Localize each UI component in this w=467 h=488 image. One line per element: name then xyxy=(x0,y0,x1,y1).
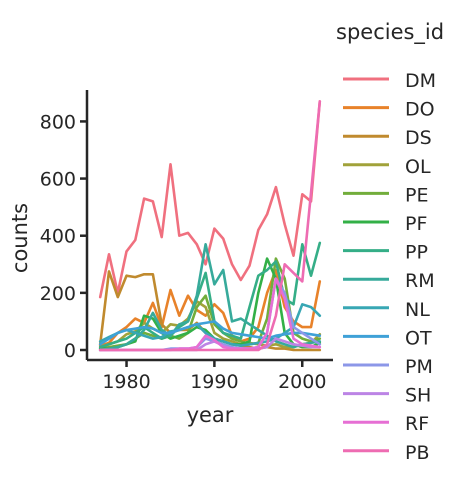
legend-label-pb: PB xyxy=(405,442,430,464)
legend-label-rm: RM xyxy=(405,270,435,292)
legend-label-dm: DM xyxy=(405,70,436,92)
y-tick-label: 200 xyxy=(40,283,76,305)
series-line-pb xyxy=(98,100,322,352)
x-axis-ticks: 1980 1990 2000 xyxy=(102,360,326,393)
legend-label-pp: PP xyxy=(405,242,428,264)
legend-label-pe: PE xyxy=(405,184,428,206)
legend: species_id DM DO DS OL PE PF PP RM NL OT PM SH RF PB xyxy=(336,20,444,464)
y-tick-label: 800 xyxy=(40,111,76,133)
series-line-dm xyxy=(98,100,322,299)
legend-title: species_id xyxy=(336,20,444,45)
x-tick-label: 1990 xyxy=(190,371,238,393)
y-tick-label: 0 xyxy=(64,340,76,362)
x-axis-label: year xyxy=(187,403,234,427)
y-tick-label: 600 xyxy=(40,169,76,191)
legend-label-rf: RF xyxy=(405,413,429,435)
legend-label-sh: SH xyxy=(405,385,431,407)
series-line-ol xyxy=(98,300,322,349)
x-tick-label: 1980 xyxy=(102,371,150,393)
series-line-rm xyxy=(98,243,322,352)
legend-label-do: DO xyxy=(405,99,435,121)
legend-label-ds: DS xyxy=(405,127,432,149)
y-axis-label: counts xyxy=(8,203,32,273)
plot-area xyxy=(98,100,322,352)
legend-label-ol: OL xyxy=(405,156,431,178)
legend-label-pf: PF xyxy=(405,213,427,235)
legend-label-pm: PM xyxy=(405,356,433,378)
series-line-ot xyxy=(98,320,322,346)
legend-label-ot: OT xyxy=(405,327,432,349)
y-axis-ticks: 0 200 400 600 800 xyxy=(40,111,87,362)
x-tick-label: 2000 xyxy=(278,371,326,393)
legend-label-nl: NL xyxy=(405,299,430,321)
y-tick-label: 400 xyxy=(40,226,76,248)
